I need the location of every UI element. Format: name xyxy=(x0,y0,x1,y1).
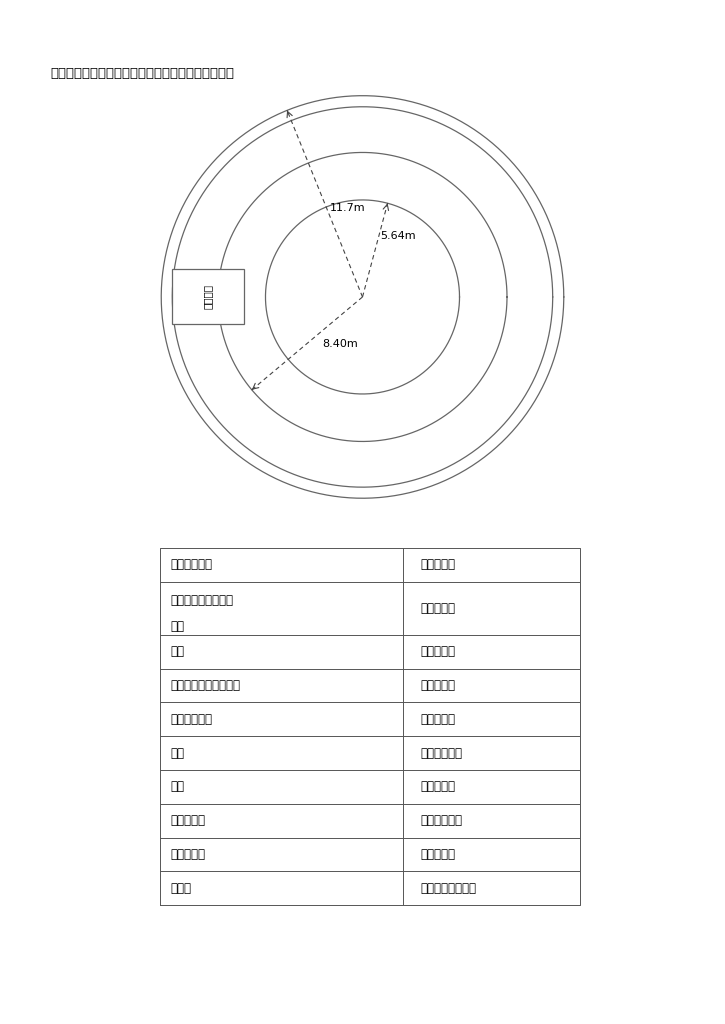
Text: 車幅: 車幅 xyxy=(170,645,184,658)
Text: 図６　（はしご車の最小回転に必要な空地の算出）: 図６ （はしご車の最小回転に必要な空地の算出） xyxy=(51,67,235,80)
Text: ５．６４ｍ: ５．６４ｍ xyxy=(420,848,455,861)
Text: ６．３５ｍ: ６．３５ｍ xyxy=(420,558,455,571)
Text: ホイルベース: ホイルベース xyxy=(170,558,212,571)
Text: はしご車: はしご車 xyxy=(203,285,213,309)
Text: フロントオーバーハ: フロントオーバーハ xyxy=(170,594,233,607)
Text: ２．５０ｍ: ２．５０ｍ xyxy=(420,645,455,658)
Text: ２．０４ｍ: ２．０４ｍ xyxy=(420,679,455,692)
Bar xyxy=(173,269,244,325)
Text: 最小回転半径: 最小回転半径 xyxy=(170,713,212,726)
Text: 11.7m: 11.7m xyxy=(330,203,365,213)
Text: ２１，４２０ｋｇ: ２１，４２０ｋｇ xyxy=(420,882,476,895)
Text: トレッド（フロント）: トレッド（フロント） xyxy=(170,679,240,692)
Text: 全長: 全長 xyxy=(170,746,184,760)
Text: ２．７０ｍ: ２．７０ｍ xyxy=(420,602,455,614)
Text: １０．９１ｍ: １０．９１ｍ xyxy=(420,746,463,760)
Text: 内周の半径: 内周の半径 xyxy=(170,848,205,861)
Text: １１．７０ｍ: １１．７０ｍ xyxy=(420,814,463,827)
Text: 5.64m: 5.64m xyxy=(380,230,415,241)
Text: 外周の半径: 外周の半径 xyxy=(170,814,205,827)
Text: 全高: 全高 xyxy=(170,780,184,794)
Text: 総重量: 総重量 xyxy=(170,882,191,895)
Text: ング: ング xyxy=(170,620,184,633)
Text: ３．６０ｍ: ３．６０ｍ xyxy=(420,780,455,794)
Text: ８．４０ｍ: ８．４０ｍ xyxy=(420,713,455,726)
Text: 8.40m: 8.40m xyxy=(322,339,358,349)
